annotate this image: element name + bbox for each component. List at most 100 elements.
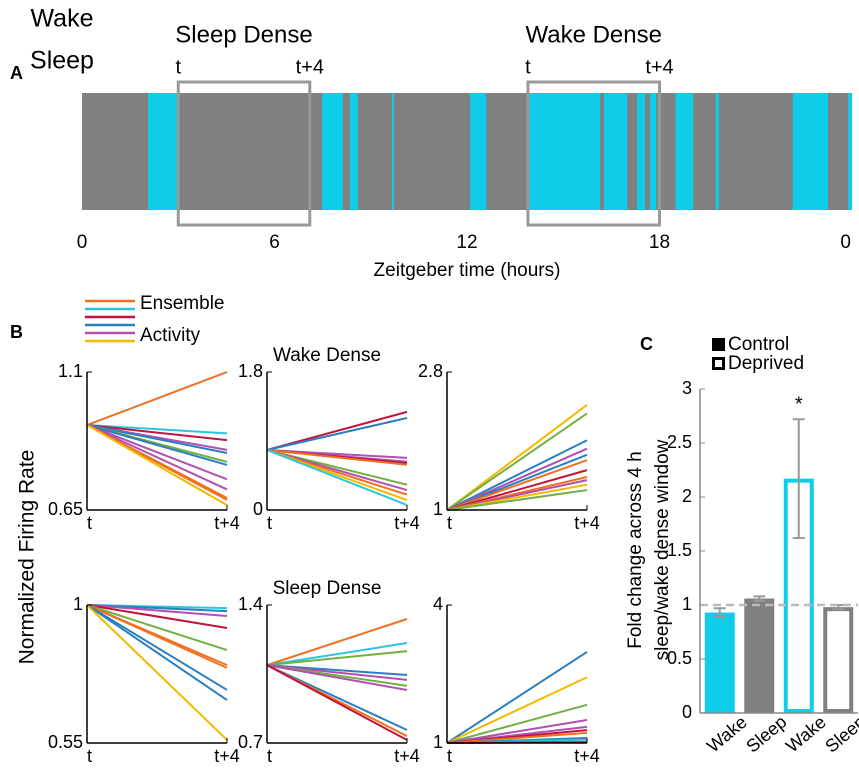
window-title: Wake Dense <box>525 21 662 48</box>
series-line <box>446 439 588 511</box>
series-line <box>266 618 408 667</box>
bar <box>744 598 775 713</box>
bar <box>823 607 854 713</box>
series-line <box>266 664 408 741</box>
legend-label: Deprived <box>728 353 804 374</box>
x-tick-label: t+4 <box>574 746 600 766</box>
y-tick-label: 0.55 <box>48 732 83 752</box>
wake-interval <box>675 93 694 210</box>
series-line <box>266 449 408 506</box>
y-tick-label: 1 <box>433 499 443 519</box>
x-tick-label: 12 <box>456 232 477 253</box>
panel-label: A <box>10 63 23 83</box>
wake-interval <box>349 93 358 210</box>
series-line <box>266 664 408 691</box>
x-tick-label: Wake <box>703 712 751 756</box>
series-line <box>86 604 228 629</box>
y-tick-label: 0.65 <box>48 499 83 519</box>
bar <box>704 612 735 713</box>
series-line <box>86 424 228 481</box>
series-line <box>446 703 588 744</box>
y-tick-label: 0.7 <box>238 732 263 752</box>
series-line <box>86 604 228 652</box>
legend-marker <box>712 357 725 370</box>
wake-interval <box>391 93 394 210</box>
y-tick-label: 2 <box>682 486 692 506</box>
series-line <box>446 459 588 511</box>
series-line <box>266 650 408 667</box>
wake-interval <box>470 93 487 210</box>
x-tick-label: t <box>447 746 452 766</box>
y-tick-label: 4 <box>433 594 443 614</box>
series-line <box>266 448 408 466</box>
series-line <box>446 404 588 511</box>
y-axis-label: sleep/wake dense window <box>652 439 673 660</box>
x-tick-label: t <box>87 746 92 766</box>
series-line <box>446 469 588 511</box>
y-tick-label: 2.8 <box>418 361 443 381</box>
series-line <box>86 371 228 426</box>
series-line <box>266 417 408 451</box>
legend-label: Sleep <box>30 47 94 75</box>
legend-marker <box>712 338 725 351</box>
y-tick-label: 0.5 <box>667 648 692 668</box>
x-tick-label: t <box>267 513 272 533</box>
series-line <box>266 642 408 667</box>
x-tick-label: Wake <box>782 712 830 756</box>
window-end-label: t+4 <box>645 56 673 78</box>
series-line <box>446 489 588 511</box>
y-tick-label: 1.8 <box>238 361 263 381</box>
wake-interval <box>792 93 828 210</box>
x-tick-label: t+4 <box>394 513 420 533</box>
x-tick-label: t <box>267 746 272 766</box>
panel-label: C <box>640 334 653 354</box>
y-tick-label: 3 <box>682 378 692 398</box>
window-start-label: t <box>525 56 531 78</box>
panel-label: B <box>10 322 23 342</box>
series-line <box>86 424 228 435</box>
x-axis-label: Zeitgeber time (hours) <box>374 260 561 281</box>
y-tick-label: 2.5 <box>667 432 692 452</box>
x-tick-label: t+4 <box>214 746 240 766</box>
x-tick-label: 0 <box>840 232 851 253</box>
x-tick-label: t <box>447 513 452 533</box>
y-tick-label: 0 <box>682 702 692 722</box>
series-line <box>86 424 228 442</box>
y-tick-label: 1 <box>73 594 83 614</box>
x-tick-label: Sleep <box>821 712 859 757</box>
row-title: Wake Dense <box>273 345 381 366</box>
y-tick-label: 1 <box>682 594 692 614</box>
legend-label: Ensemble <box>140 293 225 314</box>
series-line <box>86 424 228 454</box>
legend-label: Wake <box>31 5 94 33</box>
series-line <box>86 424 228 466</box>
y-tick-label: 0 <box>253 499 263 519</box>
series-line <box>446 719 588 744</box>
series-line <box>86 604 228 701</box>
y-tick-label: 1.4 <box>238 594 263 614</box>
x-tick-label: 18 <box>649 232 670 253</box>
window-start-label: t <box>175 56 181 78</box>
series-line <box>86 604 228 741</box>
y-tick-label: 1.5 <box>667 540 692 560</box>
legend-label: Activity <box>140 325 201 346</box>
wake-interval <box>603 93 628 210</box>
sleep-background <box>82 93 852 210</box>
y-axis-label: Normalized Firing Rate <box>16 450 39 665</box>
series-line <box>446 412 588 511</box>
window-box <box>526 80 661 227</box>
series-line <box>86 604 228 669</box>
series-line <box>86 424 228 491</box>
x-tick-label: 6 <box>269 232 280 253</box>
window-end-label: t+4 <box>296 56 324 78</box>
wake-interval <box>148 93 179 210</box>
series-line <box>86 604 228 691</box>
row-title: Sleep Dense <box>273 578 382 599</box>
y-tick-label: 1.1 <box>58 361 83 381</box>
y-axis-label: Fold change across 4 h <box>625 451 646 649</box>
window-title: Sleep Dense <box>175 21 312 48</box>
x-tick-label: t <box>87 513 92 533</box>
x-tick-label: 0 <box>77 232 88 253</box>
wake-interval <box>637 93 646 210</box>
x-tick-label: t+4 <box>394 746 420 766</box>
